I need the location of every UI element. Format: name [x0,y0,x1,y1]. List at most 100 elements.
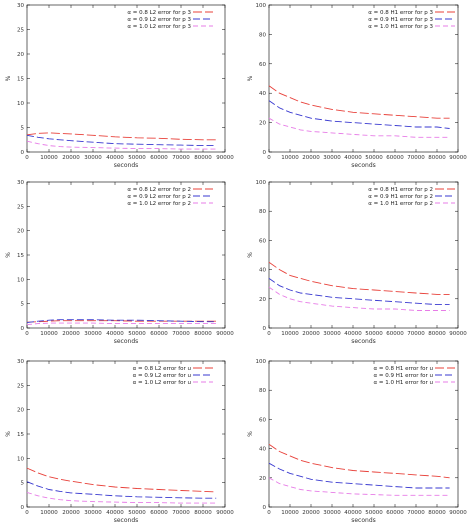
y-tick-label: 0 [21,505,25,511]
x-tick-label: 80000 [428,510,446,516]
x-axis-label: seconds [114,162,139,169]
x-tick-label: 60000 [386,155,404,161]
y-tick-label: 80 [259,388,266,394]
x-tick-label: 80000 [194,331,212,337]
chart-panel-2: 0 10000 20000 30000 40000 50000 60000 70000 8000… [247,3,467,169]
chart-panel-4: 0 10000 20000 30000 40000 50000 60000 70000 8000… [247,180,467,345]
chart-panel-6: 0 10000 20000 30000 40000 50000 60000 70000 8000… [247,359,467,524]
x-tick-label: 0 [267,510,271,516]
y-tick-label: 0 [263,150,267,156]
x-tick-label: 0 [25,331,29,337]
x-tick-label: 10000 [40,155,58,161]
x-tick-label: 10000 [40,510,58,516]
series-line-magenta [268,117,450,138]
x-tick-label: 10000 [40,331,58,337]
plot-frame [26,4,226,153]
legend-entry-label: α = 0.8 L2 error for p 2 [127,187,191,193]
x-tick-label: 70000 [407,155,425,161]
x-tick-label: 70000 [407,510,425,516]
series-line-blue [268,100,450,129]
legend-entry-label: α = 0.9 L2 error for p 3 [127,17,191,23]
x-tick-label: 40000 [344,155,362,161]
y-tick-label: 25 [17,204,24,210]
x-tick-label: 20000 [62,155,80,161]
legend-entry-label: α = 1.0 L2 error for p 2 [127,201,191,207]
x-tick-label: 70000 [407,331,425,337]
series-line-red [268,261,450,295]
chart-panel-1: 0 10000 20000 30000 40000 50000 60000 70000 8000… [5,3,234,169]
x-tick-label: 30000 [84,155,102,161]
y-tick-label: 10 [17,101,24,107]
series-line-blue [26,134,217,147]
legend-entry-label: α = 0.8 L2 error for u [133,366,191,372]
series-line-red [26,467,217,493]
plot-frame [26,181,226,329]
y-tick-label: 80 [259,209,266,215]
y-tick-label: 15 [17,77,24,83]
legend-entry-label: α = 0.8 L2 error for p 3 [127,10,191,16]
x-tick-label: 0 [25,155,29,161]
y-tick-label: 15 [17,253,24,259]
y-tick-label: 20 [17,52,24,58]
legend-entry-label: α = 1.0 L2 error for u [133,380,191,386]
y-axis-label: % [247,75,254,81]
series-line-red [26,132,217,141]
x-tick-label: 90000 [449,331,467,337]
x-tick-label: 60000 [386,331,404,337]
y-tick-label: 20 [17,408,24,414]
y-tick-label: 100 [256,3,267,9]
x-tick-label: 30000 [323,331,341,337]
plot-frame [268,360,459,508]
plot-frame [268,4,459,153]
y-tick-label: 10 [17,456,24,462]
y-tick-label: 40 [259,268,266,274]
y-tick-label: 0 [21,150,25,156]
x-tick-label: 50000 [365,155,383,161]
y-tick-label: 30 [17,180,24,186]
y-tick-label: 60 [259,238,266,244]
x-tick-label: 80000 [194,155,212,161]
legend-entry-label: α = 1.0 H1 error for u [374,380,433,386]
y-tick-label: 10 [17,277,24,283]
y-axis-label: % [247,252,254,258]
legend-entry-label: α = 1.0 L2 error for p 3 [127,24,191,30]
x-tick-label: 70000 [172,510,190,516]
series-line-magenta [26,491,217,504]
chart-panel-5: 0 10000 20000 30000 40000 50000 60000 70000 8000… [5,359,234,524]
y-tick-label: 5 [21,302,25,308]
y-tick-label: 25 [17,383,24,389]
y-tick-label: 5 [21,126,25,132]
x-tick-label: 60000 [150,331,168,337]
legend-entry-label: α = 1.0 H1 error for p 3 [368,24,433,30]
x-tick-label: 40000 [344,331,362,337]
x-tick-label: 50000 [365,510,383,516]
x-tick-label: 50000 [128,510,146,516]
y-tick-label: 100 [256,359,267,365]
x-tick-label: 30000 [84,510,102,516]
x-axis-label: seconds [351,338,376,345]
y-tick-label: 100 [256,180,267,186]
x-tick-label: 20000 [62,510,80,516]
x-tick-label: 30000 [84,331,102,337]
y-tick-label: 0 [263,326,267,332]
legend-entry-label: α = 0.9 L2 error for u [133,373,191,379]
plot-frame [26,360,226,508]
y-tick-label: 30 [17,359,24,365]
x-tick-label: 90000 [449,510,467,516]
x-tick-label: 20000 [302,331,320,337]
x-tick-label: 30000 [323,510,341,516]
series-line-red [268,443,450,479]
x-tick-label: 20000 [62,331,80,337]
y-tick-label: 5 [21,481,25,487]
x-tick-label: 90000 [449,155,467,161]
x-tick-label: 70000 [172,331,190,337]
series-line-magenta [268,477,450,496]
y-tick-label: 80 [259,32,266,38]
legend-entry-label: α = 0.9 H1 error for p 2 [368,194,433,200]
x-tick-label: 50000 [128,331,146,337]
y-tick-label: 20 [259,121,266,127]
x-axis-label: seconds [351,517,376,524]
x-tick-label: 40000 [106,510,124,516]
series-line-red [268,85,450,119]
